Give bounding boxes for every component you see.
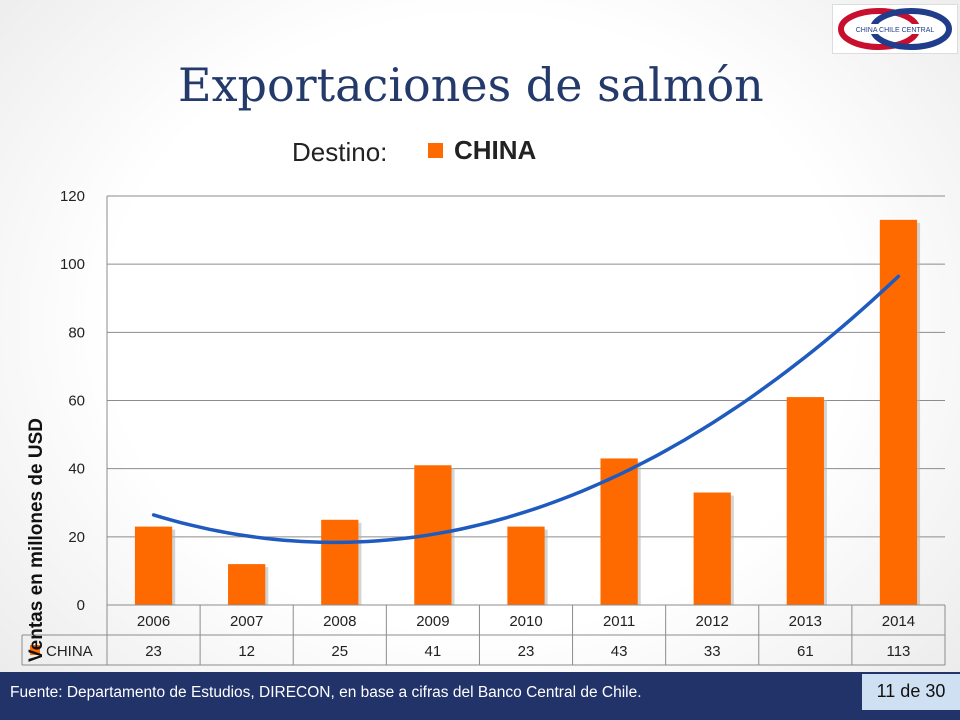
data-value-label: 33 (704, 643, 721, 660)
x-category-label: 2011 (603, 613, 635, 630)
data-value-label: 12 (238, 643, 255, 660)
x-category-label: 2006 (137, 613, 170, 630)
x-category-label: 2008 (323, 613, 356, 630)
legend-prefix: Destino: (292, 137, 388, 167)
y-tick-label: 20 (68, 529, 85, 546)
legend-series-label: CHINA (454, 135, 537, 165)
data-value-label: 43 (611, 643, 628, 660)
y-tick-label: 60 (68, 393, 85, 410)
china-chile-central-logo: CHINA CHILE CENTRAL (832, 4, 958, 54)
logo-text: CHINA CHILE CENTRAL (856, 27, 935, 34)
table-series-name: CHINA (46, 643, 93, 660)
slide-title: Exportaciones de salmón (178, 58, 764, 112)
y-tick-label: 120 (60, 188, 85, 205)
y-axis: 0 20 40 60 80 100 120 (60, 188, 108, 614)
bar (134, 526, 173, 605)
bar (786, 397, 824, 605)
footer-bar (0, 672, 960, 720)
data-value-label: 25 (331, 643, 348, 660)
y-tick-label: 80 (68, 324, 85, 341)
x-category-label: 2007 (230, 613, 263, 630)
bar (321, 519, 359, 605)
y-axis-label: Ventas en millones de USD (26, 418, 47, 662)
bar-chart: 0 20 40 60 80 100 120 2006 2007 2008 2009 2010 2011… (21, 188, 946, 666)
data-value-label: 23 (145, 643, 162, 660)
trendline-path (151, 274, 901, 545)
bar (600, 458, 638, 605)
y-tick-label: 100 (60, 256, 85, 273)
data-table: 2006 2007 2008 2009 2010 2011 2012 2013 2014 CHIN… (21, 604, 946, 666)
page-number-badge: 11 de 30 (862, 674, 960, 710)
bars (134, 219, 921, 605)
bar (693, 492, 731, 605)
data-value-label: 113 (886, 643, 910, 660)
data-value-label: 41 (425, 643, 442, 660)
bar (879, 219, 918, 605)
bar (507, 526, 545, 605)
y-tick-label: 0 (77, 597, 85, 614)
trendline (151, 274, 901, 545)
data-value-label: 61 (797, 643, 814, 660)
footer-source: Fuente: Departamento de Estudios, DIRECO… (10, 684, 642, 701)
x-category-label: 2010 (509, 613, 542, 630)
x-category-label: 2009 (416, 613, 449, 630)
x-category-label: 2014 (882, 613, 915, 630)
y-tick-label: 40 (68, 461, 85, 478)
bar (228, 564, 266, 605)
table-legend-swatch (30, 645, 40, 655)
x-category-label: 2012 (696, 613, 729, 630)
x-category-label: 2013 (789, 613, 822, 630)
data-value-label: 23 (518, 643, 535, 660)
legend-swatch (428, 143, 443, 158)
